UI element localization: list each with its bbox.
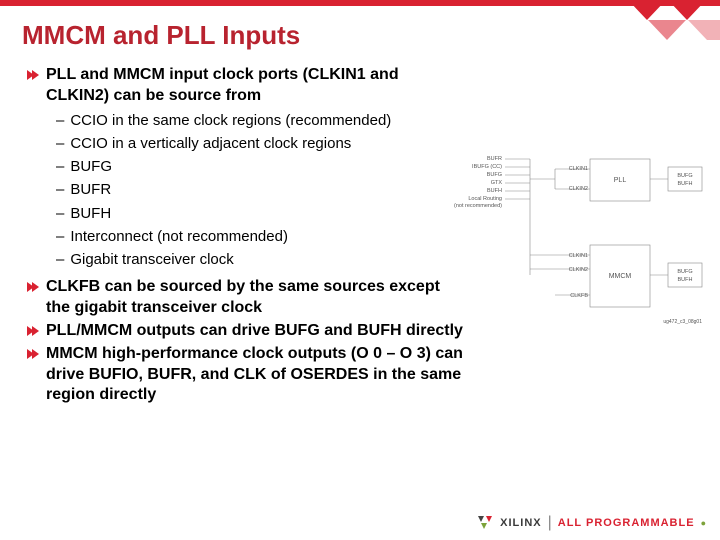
bullet-text: MMCM high-performance clock outputs (O 0… <box>46 344 466 406</box>
svg-text:BUFH: BUFH <box>487 188 502 194</box>
svg-text:ug472_c3_08g01: ug472_c3_08g01 <box>663 319 702 325</box>
dot-icon: ● <box>701 518 706 528</box>
separator-icon: | <box>548 514 552 532</box>
sub-item: –CCIO in the same clock regions (recomme… <box>56 109 720 132</box>
svg-text:PLL: PLL <box>614 177 627 184</box>
corner-triangles-icon <box>600 0 720 40</box>
svg-text:CLKIN2: CLKIN2 <box>569 186 588 192</box>
svg-text:BUFG: BUFG <box>677 269 692 275</box>
arrow-icon <box>26 68 40 82</box>
svg-text:Local Routing: Local Routing <box>468 196 502 202</box>
content-area: PLL and MMCM input clock ports (CLKIN1 a… <box>0 51 720 406</box>
svg-text:CLKIN1: CLKIN1 <box>569 166 588 172</box>
footer-tagline: ALL PROGRAMMABLE <box>558 517 695 529</box>
arrow-icon <box>26 280 40 294</box>
svg-text:MMCM: MMCM <box>609 273 632 280</box>
footer: XILINX | ALL PROGRAMMABLE ● <box>478 514 706 532</box>
svg-text:BUFG: BUFG <box>677 173 692 179</box>
svg-text:CLKIN2: CLKIN2 <box>569 267 588 273</box>
block-diagram: BUFR IBUFG (CC) BUFG GTX BUFH Local Rout… <box>450 147 706 357</box>
bullet-text: PLL/MMCM outputs can drive BUFG and BUFH… <box>46 321 463 342</box>
svg-text:CLKIN1: CLKIN1 <box>569 253 588 259</box>
footer-brand: XILINX <box>500 517 541 529</box>
arrow-icon <box>26 324 40 338</box>
svg-text:GTX: GTX <box>491 180 503 186</box>
bullet-text: CLKFB can be sourced by the same sources… <box>46 277 466 319</box>
svg-text:(not recommended): (not recommended) <box>454 203 502 209</box>
svg-text:BUFH: BUFH <box>678 181 693 187</box>
svg-text:BUFH: BUFH <box>678 277 693 283</box>
svg-text:BUFG: BUFG <box>487 172 502 178</box>
svg-text:CLKFB: CLKFB <box>570 293 588 299</box>
svg-text:IBUFG (CC): IBUFG (CC) <box>472 164 502 170</box>
bullet-text: PLL and MMCM input clock ports (CLKIN1 a… <box>46 65 466 107</box>
xilinx-logo-icon <box>478 516 494 530</box>
svg-text:BUFR: BUFR <box>487 156 502 162</box>
bullet-item: PLL and MMCM input clock ports (CLKIN1 a… <box>26 65 720 107</box>
arrow-icon <box>26 347 40 361</box>
